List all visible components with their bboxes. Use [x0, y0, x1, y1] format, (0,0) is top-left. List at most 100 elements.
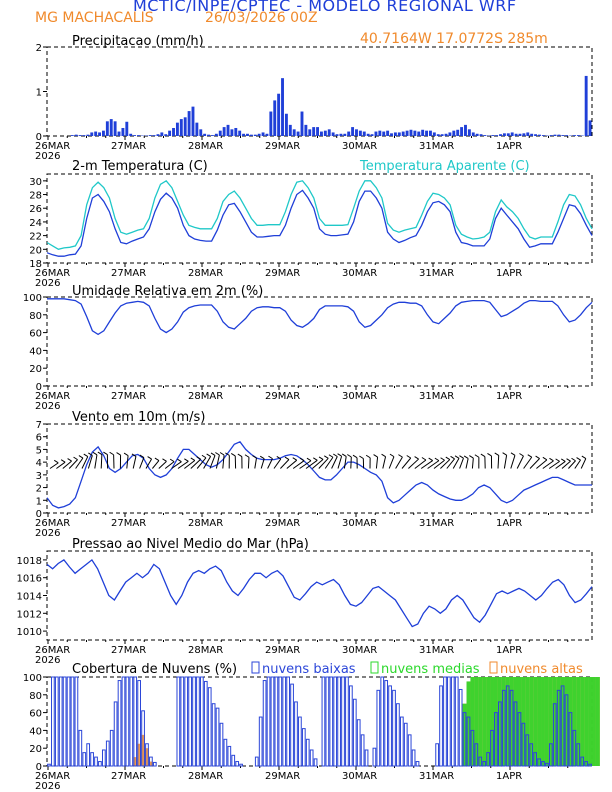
low-cloud-bar: [584, 761, 588, 767]
precip-bar: [530, 133, 534, 136]
low-cloud-bar: [458, 688, 463, 767]
mid-cloud-bar: [560, 677, 565, 766]
mid-cloud-bar: [505, 677, 510, 766]
low-cloud-bar: [415, 761, 420, 767]
wind-barb-icon: [382, 456, 387, 469]
precip-bar: [506, 133, 510, 136]
x-tick-label: 27MAR: [111, 771, 146, 782]
y-tick-label: 0: [36, 382, 42, 393]
low-cloud-bar: [321, 676, 326, 767]
low-cloud-bar: [117, 680, 122, 767]
precip-bar: [526, 132, 530, 136]
precip-bar: [561, 135, 565, 136]
low-cloud-bar: [439, 685, 443, 767]
precip-bar: [370, 134, 374, 136]
low-cloud-bar: [109, 729, 114, 767]
x-tick-label: 27MAR: [111, 268, 146, 279]
precip-bar: [261, 132, 265, 136]
wind-barb-icon: [100, 454, 103, 469]
low-cloud-bar: [227, 745, 232, 767]
wind-barb-feather: [365, 454, 371, 459]
wind-barb-feather: [147, 456, 152, 460]
precip-bar: [82, 135, 86, 136]
wind-barb-feather: [73, 456, 78, 461]
low-cloud-bar: [90, 752, 94, 767]
x-tick-label: 1APR: [496, 141, 522, 152]
x-tick-label: 30MAR: [342, 268, 377, 279]
y-tick-label: 18: [29, 259, 42, 270]
mid-cloud-bar: [564, 677, 569, 766]
low-cloud-bar: [541, 761, 545, 767]
wind-barb-feather: [53, 459, 59, 464]
low-cloud-bar: [490, 729, 494, 767]
precip-bar: [382, 131, 386, 136]
low-cloud-bar: [560, 685, 565, 767]
wind-barb-feather: [337, 453, 342, 457]
precip-bar: [222, 127, 226, 136]
wind-barb-feather: [88, 452, 93, 456]
low-cloud-bar: [509, 689, 514, 767]
low-cloud-bar: [152, 761, 157, 767]
wind-barb-icon: [497, 455, 500, 469]
precip-bar: [304, 124, 308, 136]
wind-barb-icon: [580, 458, 587, 469]
low-cloud-bar: [537, 758, 541, 767]
wind-barb-feather: [139, 454, 145, 458]
wind-barb-feather: [398, 454, 403, 458]
x-tick-label: 31MAR: [419, 141, 454, 152]
low-cloud-bar: [145, 743, 149, 767]
precip-bar: [347, 131, 351, 136]
series-line-main: [46, 189, 593, 257]
wind-barb-icon: [299, 460, 312, 469]
low-cloud-bar: [360, 734, 365, 767]
wind-barb-feather: [60, 459, 66, 463]
panel-title: Pressao ao Nivel Medio do Mar (hPa): [72, 537, 309, 552]
wind-barb-icon: [49, 462, 59, 469]
wind-barb-icon: [337, 456, 343, 469]
wind-barb-feather: [97, 451, 103, 455]
wind-barb-feather: [116, 452, 121, 456]
low-cloud-bar: [211, 703, 216, 767]
y-tick-label: 1018: [17, 556, 42, 567]
low-cloud-bar: [388, 685, 392, 767]
low-cloud-bar: [176, 676, 181, 767]
low-cloud-bar: [274, 676, 279, 767]
series-line-main: [46, 440, 592, 509]
y-tick-label: 60: [29, 329, 42, 340]
low-cloud-bar: [572, 729, 577, 767]
precip-bar: [195, 122, 199, 136]
wind-barb-icon: [395, 456, 403, 469]
low-cloud-bar: [180, 676, 185, 767]
low-cloud-bar: [305, 738, 310, 767]
precip-bar: [160, 132, 164, 136]
low-cloud-bar: [533, 752, 538, 767]
wind-barb-icon: [440, 459, 451, 469]
wind-barb-feather: [434, 457, 440, 462]
precip-bar: [105, 121, 109, 136]
x-tick-label: 26MAR: [35, 645, 70, 656]
precip-bar: [308, 129, 312, 136]
low-cloud-bar: [184, 676, 189, 767]
x-tick-label: 31MAR: [419, 771, 454, 782]
mid-cloud-bar: [584, 677, 589, 766]
low-cloud-bar: [94, 756, 98, 767]
wind-barb-icon: [190, 458, 201, 469]
y-tick-label: 2: [36, 484, 42, 495]
precip-bar: [316, 127, 319, 136]
low-cloud-bar: [345, 676, 349, 767]
wind-barb-icon: [350, 456, 352, 469]
wind-barb-icon: [459, 458, 464, 469]
mid-cloud-bar: [466, 681, 471, 766]
low-cloud-bar: [192, 676, 196, 767]
low-cloud-bar: [396, 703, 400, 767]
low-cloud-bar: [356, 719, 361, 767]
low-cloud-bar: [443, 676, 447, 767]
low-cloud-bar: [497, 701, 502, 767]
y-tick-label: 26: [29, 204, 42, 215]
precip-bar: [479, 134, 483, 136]
precip-bar: [78, 135, 82, 136]
precip-bar: [152, 135, 156, 136]
y-tick-label: 3: [36, 471, 42, 482]
low-cloud-bar: [501, 689, 506, 767]
low-cloud-bar: [270, 676, 275, 767]
